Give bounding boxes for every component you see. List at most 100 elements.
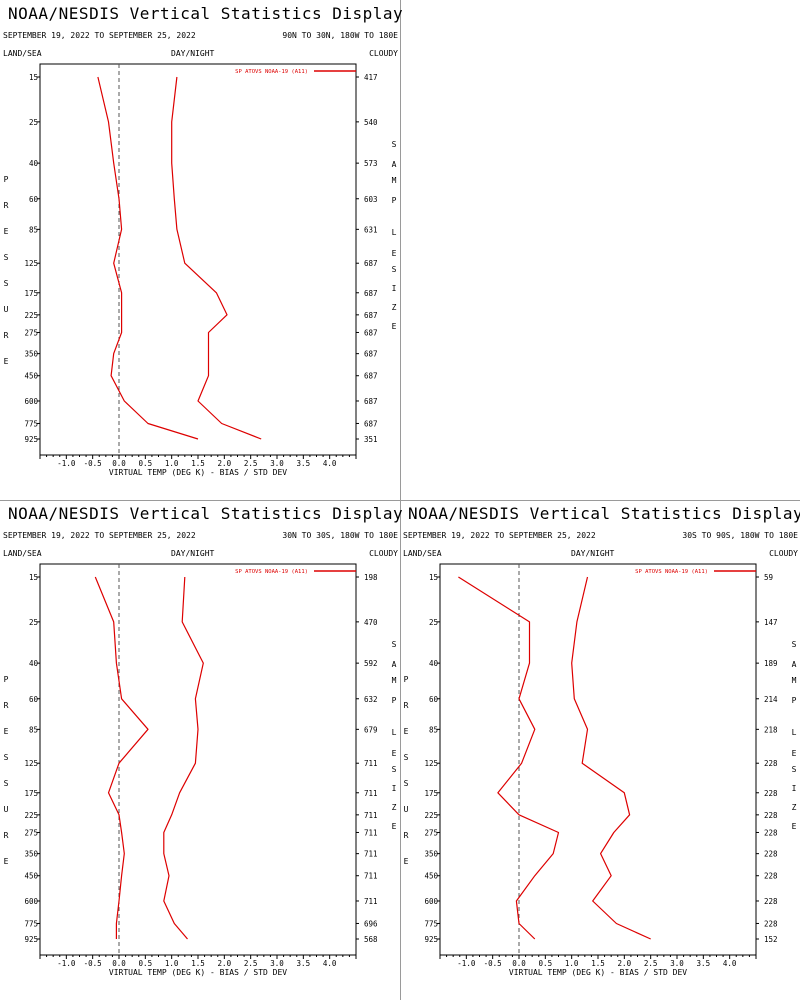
sample-size-axis-letter: L (791, 728, 797, 737)
sample-size-label: 540 (364, 118, 378, 127)
x-tick-label: -0.5 (84, 459, 102, 468)
sample-size-axis-letter: I (391, 784, 397, 793)
plot-title: NOAA/NESDIS Vertical Statistics Display (408, 504, 800, 523)
stats-chart: -1.0 -0.5 0.0 0.5 1.0 1.5 2.0 2.5 3.0 3.5 4.0 VIRTU… (424, 563, 778, 977)
x-tick-label: 3.5 (297, 959, 311, 968)
pressure-level-label: 275 (424, 828, 438, 837)
sample-size-axis-letter: Z (391, 303, 397, 312)
pressure-level-label: 40 (29, 159, 39, 168)
x-axis-label: VIRTUAL TEMP (DEG K) - BIAS / STD DEV (509, 968, 687, 977)
x-tick-label: 0.5 (139, 459, 153, 468)
sample-size-axis-letter: Z (391, 803, 397, 812)
pressure-axis-letter: E (403, 727, 409, 736)
pressure-level-label: 40 (429, 659, 439, 668)
pressure-axis-letter: S (3, 753, 9, 762)
sample-size-label: 228 (764, 919, 778, 928)
sample-size-label: 218 (764, 725, 778, 734)
sample-size-label: 687 (364, 328, 378, 337)
pressure-level-label: 25 (429, 618, 438, 627)
sample-size-axis-letter: A (791, 660, 797, 669)
sample-size-label: 679 (364, 725, 378, 734)
pressure-level-label: 175 (24, 289, 38, 298)
land-sea-label: LAND/SEA (3, 49, 42, 58)
pressure-level-label: 275 (24, 328, 38, 337)
day-night-label: DAY/NIGHT (171, 49, 215, 58)
pressure-level-label: 450 (24, 872, 38, 881)
pressure-axis-letter: U (403, 805, 409, 814)
pressure-level-label: 15 (29, 73, 38, 82)
pressure-level-label: 125 (24, 759, 38, 768)
x-tick-label: 4.0 (723, 959, 737, 968)
sample-size-axis-letter: P (791, 696, 797, 705)
pressure-axis-letter: R (403, 701, 409, 710)
x-tick-label: 3.0 (670, 959, 684, 968)
sample-size-label: 152 (764, 935, 778, 944)
x-tick-label: 1.5 (591, 959, 605, 968)
pressure-axis-letter: R (3, 831, 9, 840)
sample-size-label: 687 (364, 311, 378, 320)
pressure-level-label: 350 (24, 350, 38, 359)
pressure-level-label: 600 (424, 897, 438, 906)
pressure-level-label: 125 (424, 759, 438, 768)
x-tick-label: 1.5 (191, 959, 205, 968)
pressure-axis-letter: R (3, 701, 9, 710)
x-tick-label: 0.5 (539, 959, 553, 968)
sample-size-label: 59 (764, 573, 773, 582)
stats-chart: -1.0 -0.5 0.0 0.5 1.0 1.5 2.0 2.5 3.0 3.5 4.0 VIRTU… (24, 563, 378, 977)
sample-size-axis-letter: L (391, 728, 397, 737)
cloudy-label: CLOUDY (769, 549, 798, 558)
panel-divider-horizontal (0, 500, 800, 501)
x-tick-label: 1.5 (191, 459, 205, 468)
sample-size-axis-letter: E (791, 822, 797, 831)
pressure-axis-letter: E (403, 857, 409, 866)
x-tick-label: 3.5 (697, 959, 711, 968)
sample-size-label: 351 (364, 435, 378, 444)
pressure-level-label: 925 (24, 935, 38, 944)
sample-size-axis-letter: S (391, 140, 397, 149)
sample-size-axis-letter: E (391, 322, 397, 331)
stats-panel: NOAA/NESDIS Vertical Statistics Display S… (400, 500, 800, 1000)
sample-size-label: 592 (364, 659, 378, 668)
pressure-level-label: 450 (424, 872, 438, 881)
x-tick-label: 0.5 (139, 959, 153, 968)
sample-size-axis-letter: E (791, 749, 797, 758)
sample-size-label: 631 (364, 225, 378, 234)
pressure-level-label: 350 (424, 850, 438, 859)
pressure-level-label: 225 (424, 811, 438, 820)
x-tick-label: 1.0 (165, 459, 179, 468)
sample-size-axis-letter: L (391, 228, 397, 237)
std-dev-line (171, 76, 262, 440)
std-dev-line (163, 576, 204, 940)
bias-line (94, 576, 149, 939)
date-range: SEPTEMBER 19, 2022 TO SEPTEMBER 25, 2022 (3, 31, 196, 40)
x-tick-label: 1.0 (165, 959, 179, 968)
x-axis-label: VIRTUAL TEMP (DEG K) - BIAS / STD DEV (109, 968, 287, 977)
x-tick-label: 0.0 (512, 959, 526, 968)
sample-size-label: 228 (764, 872, 778, 881)
sample-size-label: 711 (364, 811, 378, 820)
sample-size-label: 711 (364, 828, 378, 837)
land-sea-label: LAND/SEA (403, 549, 442, 558)
pressure-level-label: 60 (429, 695, 439, 704)
sample-size-label: 417 (364, 73, 378, 82)
sample-size-label: 711 (364, 759, 378, 768)
pressure-level-label: 85 (29, 225, 38, 234)
x-tick-label: 0.0 (112, 459, 126, 468)
sample-size-label: 228 (764, 897, 778, 906)
region-label: 30S TO 90S, 180W TO 180E (682, 531, 798, 540)
bias-line (97, 76, 199, 440)
sample-size-axis-letter: P (391, 696, 397, 705)
sample-size-label: 696 (364, 919, 378, 928)
sample-size-label: 573 (364, 159, 378, 168)
pressure-level-label: 925 (24, 435, 38, 444)
sample-size-label: 228 (764, 789, 778, 798)
sample-size-label: 470 (364, 618, 378, 627)
pressure-level-label: 450 (24, 372, 38, 381)
sample-size-label: 228 (764, 759, 778, 768)
stats-chart: -1.0 -0.5 0.0 0.5 1.0 1.5 2.0 2.5 3.0 3.5 4.0 VIRTU… (24, 63, 378, 477)
stats-panel: NOAA/NESDIS Vertical Statistics Display S… (0, 500, 404, 1000)
date-range: SEPTEMBER 19, 2022 TO SEPTEMBER 25, 2022 (403, 531, 596, 540)
pressure-level-label: 225 (24, 811, 38, 820)
sample-size-label: 687 (364, 350, 378, 359)
plot-title: NOAA/NESDIS Vertical Statistics Display (8, 504, 404, 523)
